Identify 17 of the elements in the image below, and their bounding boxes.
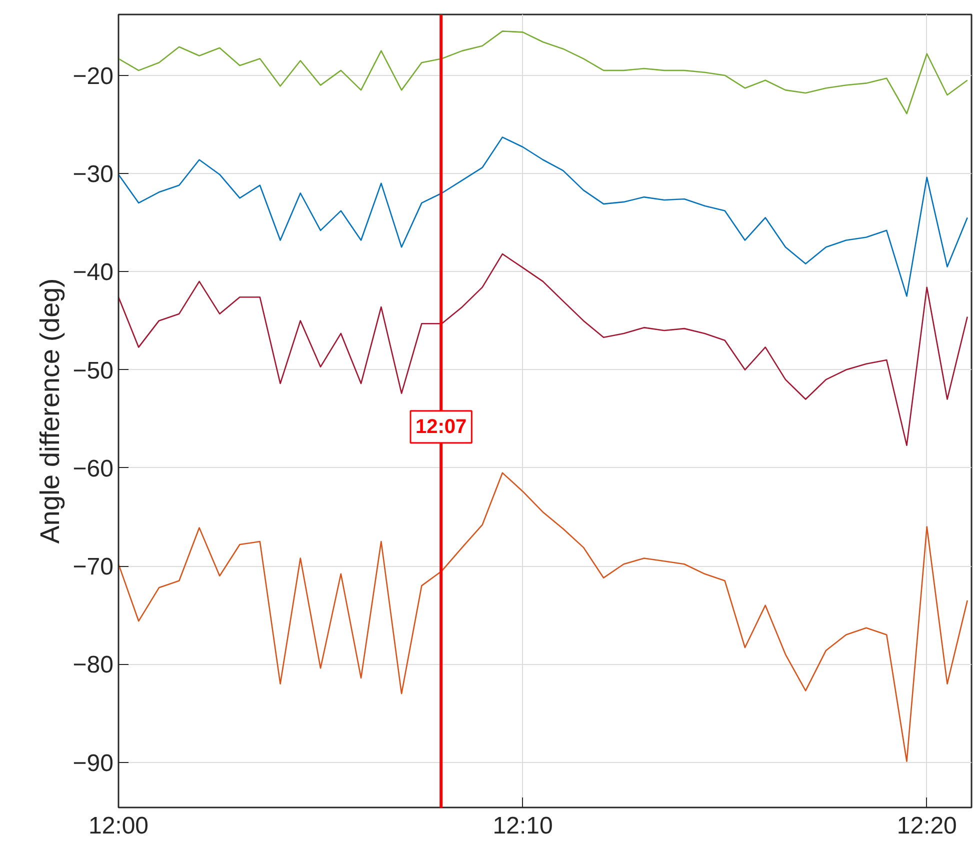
y-tick-label: −40 bbox=[72, 259, 114, 286]
line-series bbox=[118, 136, 968, 297]
y-tick-label: −90 bbox=[72, 750, 114, 777]
line-series bbox=[118, 253, 968, 446]
y-axis-title: Angle difference (deg) bbox=[34, 278, 65, 544]
y-tick-label: −50 bbox=[72, 357, 114, 384]
y-tick-label: −60 bbox=[72, 455, 114, 482]
ref-line-label: 12:07 bbox=[415, 416, 467, 438]
x-tick-label: 12:00 bbox=[88, 812, 149, 840]
y-tick-label: −80 bbox=[72, 652, 114, 679]
y-tick-label: −20 bbox=[72, 62, 114, 90]
line-series bbox=[118, 30, 968, 114]
y-tick-label: −70 bbox=[72, 554, 114, 581]
y-tick-label: −30 bbox=[72, 160, 114, 188]
line-series bbox=[118, 472, 968, 762]
x-tick-label: 12:10 bbox=[492, 812, 553, 840]
x-tick-label: 12:20 bbox=[896, 812, 957, 840]
